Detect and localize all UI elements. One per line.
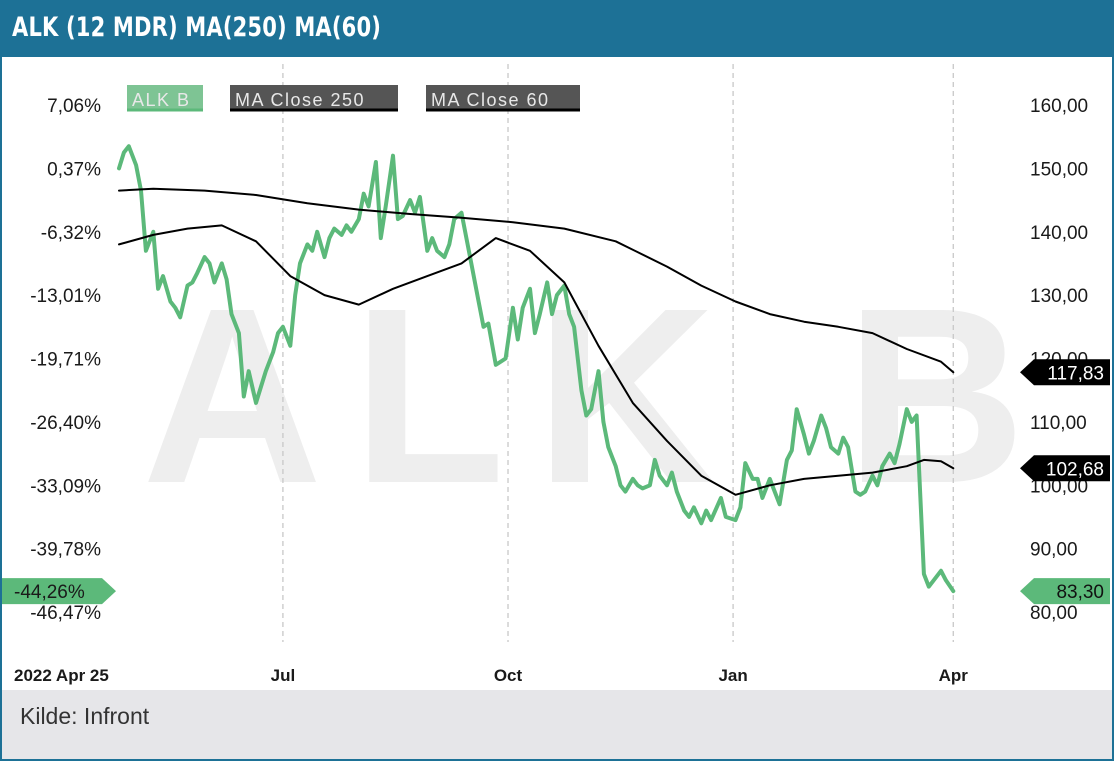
ma250-line [118, 187, 955, 374]
right-tick-label: 160,00 [1030, 96, 1088, 117]
price-tag [1020, 578, 1110, 605]
legend-label: MA Close 60 [431, 90, 550, 110]
left-tick-label: -6,32% [41, 223, 101, 244]
ma60-tag [1020, 455, 1110, 482]
legend-label: MA Close 250 [235, 90, 365, 110]
right-tick-label: 130,00 [1030, 286, 1088, 307]
left-y-axis: 7,06% 0,37% -6,32% -13,01% -19,71% -26,40% -33… [30, 96, 101, 624]
ma60-tag-label: 102,68 [1046, 459, 1104, 480]
legend: ALK B MA Close 250 MA Close 60 [127, 85, 580, 112]
left-tick-label: -33,09% [30, 476, 101, 497]
x-tick-label: Oct [494, 666, 523, 685]
left-tick-label: -39,78% [30, 540, 101, 561]
price-pct-tag [2, 578, 116, 605]
chart-title: ALK (12 MDR) MA(250) MA(60) [12, 12, 382, 43]
ma60-line [118, 224, 955, 496]
legend-swatch [426, 85, 580, 110]
header-bar: ALK (12 MDR) MA(250) MA(60) [2, 2, 1112, 57]
left-tick-label: 0,37% [47, 159, 101, 180]
x-tick-label: 2022 Apr 25 [14, 666, 109, 685]
left-tick-label: -19,71% [30, 350, 101, 371]
right-tick-label: 90,00 [1030, 540, 1078, 561]
left-tick-label: -13,01% [30, 286, 101, 307]
right-tick-label: 140,00 [1030, 223, 1088, 244]
price-pct-tag-label: -44,26% [14, 582, 85, 603]
right-y-axis: 80,0090,00100,00110,00120,00130,00140,00… [1030, 96, 1088, 624]
right-tick-label: 100,00 [1030, 476, 1088, 497]
source-label: Kilde: Infront [20, 703, 150, 729]
x-axis: 2022 Apr 25 Jul Oct Jan Apr [14, 666, 968, 685]
price-tag-label: 83,30 [1056, 582, 1104, 603]
last-value-tags: 117,83 102,68 83,30 -44,26% [2, 359, 1110, 605]
ma250-tag [1020, 359, 1110, 386]
right-tick-label: 80,00 [1030, 603, 1078, 624]
price-line [117, 144, 956, 594]
ma250-tag-label: 117,83 [1047, 363, 1104, 384]
legend-swatch [230, 85, 398, 110]
series-lines [117, 144, 956, 594]
legend-label: ALK B [132, 90, 191, 110]
x-tick-label: Jul [271, 666, 296, 685]
footer-bar: Kilde: Infront [2, 690, 1112, 759]
price-chart: ALK B 7,06% 0,37% -6,32% -13,01% -19,71% -26,… [2, 64, 1110, 685]
right-tick-label: 110,00 [1030, 413, 1087, 434]
left-tick-label: -46,47% [30, 603, 101, 624]
left-tick-label: -26,40% [30, 413, 101, 434]
right-tick-label: 150,00 [1030, 159, 1088, 180]
x-tick-label: Apr [939, 666, 969, 685]
x-tick-label: Jan [718, 666, 747, 685]
legend-swatch [127, 85, 203, 110]
left-tick-label: 7,06% [47, 96, 101, 117]
